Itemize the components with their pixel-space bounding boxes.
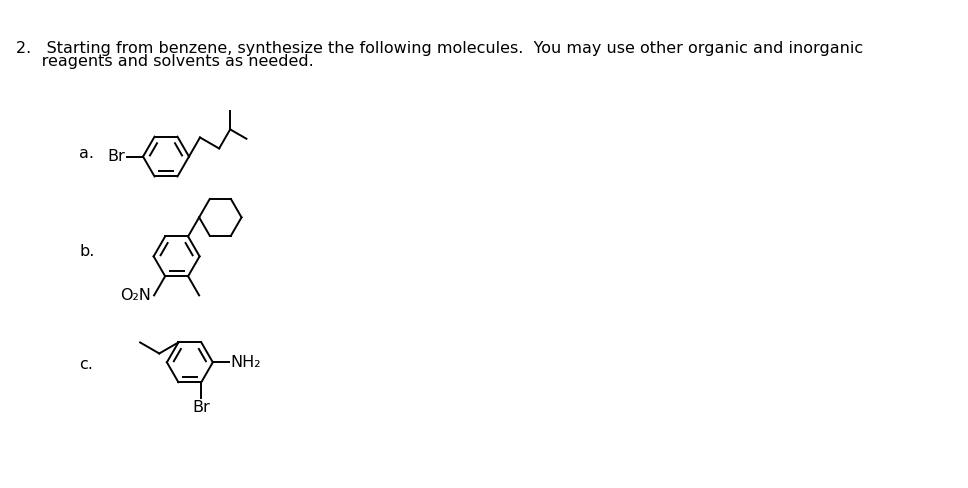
Text: Br: Br [107,149,126,164]
Text: 2.   Starting from benzene, synthesize the following molecules.  You may use oth: 2. Starting from benzene, synthesize the… [15,41,863,56]
Text: a.: a. [79,145,95,161]
Text: O₂N: O₂N [121,288,151,303]
Text: reagents and solvents as needed.: reagents and solvents as needed. [15,54,314,69]
Text: c.: c. [79,357,93,371]
Text: Br: Br [193,400,210,415]
Text: NH₂: NH₂ [230,355,261,370]
Text: b.: b. [79,244,95,260]
